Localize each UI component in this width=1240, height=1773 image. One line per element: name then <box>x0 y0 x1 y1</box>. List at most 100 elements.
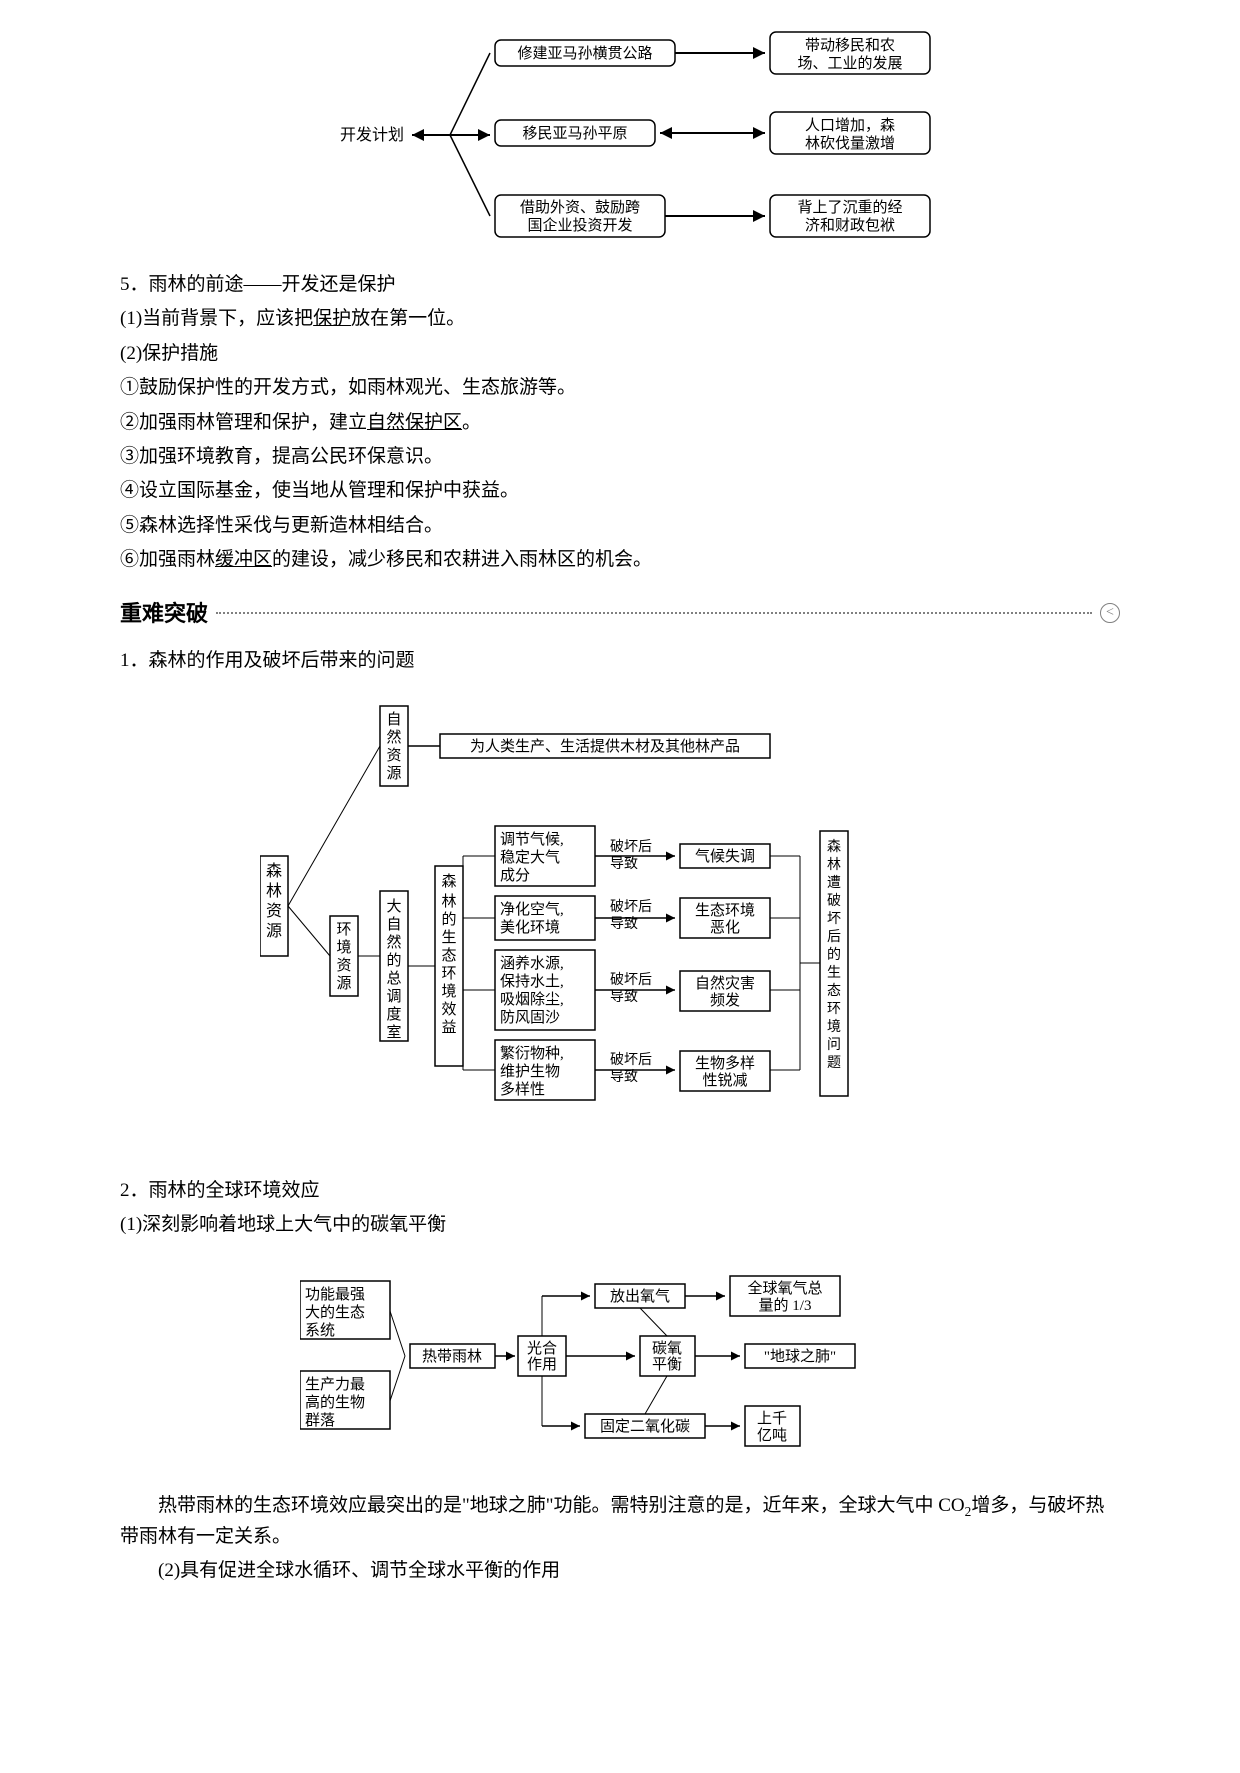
s5-m5: ⑤森林选择性采伐与更新造林相结合。 <box>120 511 1120 541</box>
dev-plan-diagram: 开发计划 修建亚马孙横贯公路 带动移民和农 场、工业的发展 移民亚马孙平原 人口… <box>340 20 980 250</box>
svg-text:环: 环 <box>336 922 351 938</box>
svg-text:森: 森 <box>441 873 456 890</box>
svg-text:放出氧气: 放出氧气 <box>610 1288 670 1305</box>
svg-text:净化空气,: 净化空气, <box>500 901 564 918</box>
svg-text:破坏后: 破坏后 <box>610 972 652 988</box>
svg-text:全球氧气总: 全球氧气总 <box>747 1279 822 1297</box>
circle-icon: < <box>1100 603 1120 623</box>
svg-text:固定二氧化碳: 固定二氧化碳 <box>600 1418 690 1435</box>
svg-text:借助外资、鼓励跨: 借助外资、鼓励跨 <box>520 199 640 216</box>
svg-text:问: 问 <box>827 1037 841 1053</box>
forest-role-diagram: 森 林 资 源 自 然 资 源 为人类生产、生活提供木材及其他林产品 环 境 资… <box>260 696 980 1156</box>
svg-text:环: 环 <box>441 966 456 982</box>
svg-text:破坏后: 破坏后 <box>610 899 652 915</box>
q1-title: 1．森林的作用及破坏后带来的问题 <box>120 646 1120 676</box>
svg-text:遭: 遭 <box>827 875 841 891</box>
svg-text:破坏后: 破坏后 <box>610 839 652 855</box>
svg-text:气候失调: 气候失调 <box>695 848 755 865</box>
svg-text:恶化: 恶化 <box>710 919 740 936</box>
svg-text:生: 生 <box>827 965 841 981</box>
svg-text:修建亚马孙横贯公路: 修建亚马孙横贯公路 <box>517 45 652 62</box>
svg-text:功能最强: 功能最强 <box>305 1286 365 1303</box>
q2-title: 2．雨林的全球环境效应 <box>120 1176 1120 1206</box>
svg-text:上千: 上千 <box>757 1410 787 1427</box>
svg-text:频发: 频发 <box>710 992 740 1009</box>
svg-text:的: 的 <box>441 911 456 928</box>
svg-text:题: 题 <box>827 1056 841 1071</box>
q2-p2: (2)具有促进全球水循环、调节全球水平衡的作用 <box>120 1556 1120 1586</box>
svg-text:性锐减: 性锐减 <box>702 1072 747 1089</box>
svg-text:资: 资 <box>386 747 401 764</box>
s5-m3: ③加强环境教育，提高公民环保意识。 <box>120 442 1120 472</box>
svg-text:环: 环 <box>827 1002 841 1017</box>
svg-text:生物多样: 生物多样 <box>695 1055 755 1072</box>
s5-title: 5．雨林的前途——开发还是保护 <box>120 270 1120 300</box>
svg-text:量的 1/3: 量的 1/3 <box>759 1297 812 1314</box>
svg-text:国企业投资开发: 国企业投资开发 <box>527 216 632 234</box>
svg-text:坏: 坏 <box>827 911 841 927</box>
svg-text:破坏后: 破坏后 <box>610 1052 652 1068</box>
svg-text:光合: 光合 <box>527 1340 557 1357</box>
svg-text:林: 林 <box>441 893 456 910</box>
svg-text:然: 然 <box>386 729 401 746</box>
svg-text:稳定大气: 稳定大气 <box>500 849 560 866</box>
s5-p1: (1)当前背景下，应该把保护放在第一位。 <box>120 304 1120 334</box>
svg-text:作用: 作用 <box>527 1356 557 1373</box>
svg-text:态: 态 <box>827 983 841 999</box>
svg-text:吸烟除尘,: 吸烟除尘, <box>500 991 564 1008</box>
svg-text:林: 林 <box>827 857 841 873</box>
svg-text:维护生物: 维护生物 <box>500 1063 560 1080</box>
svg-text:资: 资 <box>336 957 351 974</box>
svg-text:导致: 导致 <box>610 856 638 872</box>
svg-text:防风固沙: 防风固沙 <box>500 1009 560 1026</box>
root-label: 开发计划 <box>340 126 404 144</box>
svg-text:为人类生产、生活提供木材及其他林产品: 为人类生产、生活提供木材及其他林产品 <box>470 738 740 755</box>
svg-text:生产力最: 生产力最 <box>305 1376 365 1393</box>
q2-p1: (1)深刻影响着地球上大气中的碳氧平衡 <box>120 1210 1120 1240</box>
svg-text:人口增加，森: 人口增加，森 <box>805 117 895 134</box>
svg-text:的: 的 <box>386 952 401 969</box>
branch-2: 移民亚马孙平原 人口增加，森 林砍伐量激增 <box>495 112 930 154</box>
svg-text:高的生物: 高的生物 <box>305 1394 365 1411</box>
svg-text:境: 境 <box>441 982 456 1000</box>
s5-m6: ⑥加强雨林缓冲区的建设，减少移民和农耕进入雨林区的机会。 <box>120 545 1120 575</box>
branch-1: 修建亚马孙横贯公路 带动移民和农 场、工业的发展 <box>495 32 930 74</box>
svg-text:大的生态: 大的生态 <box>305 1304 365 1321</box>
svg-text:繁衍物种,: 繁衍物种, <box>500 1045 564 1062</box>
svg-text:导致: 导致 <box>610 989 638 1005</box>
svg-text:后: 后 <box>827 929 841 945</box>
q2-para: 热带雨林的生态环境效应最突出的是"地球之肺"功能。需特别注意的是，近年来，全球大… <box>120 1491 1120 1552</box>
svg-text:亿吨: 亿吨 <box>757 1427 787 1444</box>
svg-text:源: 源 <box>386 765 401 782</box>
svg-text:群落: 群落 <box>305 1412 335 1429</box>
breakthrough-title: 重难突破 <box>120 596 208 631</box>
svg-text:森: 森 <box>827 839 841 855</box>
s5-p2: (2)保护措施 <box>120 339 1120 369</box>
svg-text:森: 森 <box>266 862 282 880</box>
svg-text:态: 态 <box>441 947 456 964</box>
svg-text:自: 自 <box>386 916 401 933</box>
svg-text:源: 源 <box>336 975 351 992</box>
svg-text:大: 大 <box>386 898 401 915</box>
svg-text:热带雨林: 热带雨林 <box>422 1348 482 1365</box>
svg-text:总: 总 <box>386 970 401 987</box>
svg-text:自然灾害: 自然灾害 <box>695 975 755 992</box>
svg-text:度: 度 <box>386 1006 401 1023</box>
svg-text:境: 境 <box>827 1019 841 1035</box>
svg-text:调节气候,: 调节气候, <box>500 831 564 848</box>
svg-text:导致: 导致 <box>610 1069 638 1085</box>
s5-m4: ④设立国际基金，使当地从管理和保护中获益。 <box>120 476 1120 506</box>
svg-text:然: 然 <box>386 934 401 951</box>
svg-text:多样性: 多样性 <box>500 1081 545 1098</box>
svg-text:生态环境: 生态环境 <box>695 901 755 919</box>
svg-text:成分: 成分 <box>500 867 530 884</box>
s5-m2: ②加强雨林管理和保护，建立自然保护区。 <box>120 408 1120 438</box>
branch-3: 借助外资、鼓励跨 国企业投资开发 背上了沉重的经 济和财政包袱 <box>495 195 930 237</box>
svg-text:林砍伐量激增: 林砍伐量激增 <box>805 135 895 152</box>
s5-m1: ①鼓励保护性的开发方式，如雨林观光、生态旅游等。 <box>120 373 1120 403</box>
svg-text:济和财政包袱: 济和财政包袱 <box>805 217 895 234</box>
svg-text:平衡: 平衡 <box>652 1356 682 1373</box>
svg-text:涵养水源,: 涵养水源, <box>500 955 564 972</box>
svg-text:带动移民和农: 带动移民和农 <box>805 37 895 54</box>
svg-text:资: 资 <box>266 902 282 920</box>
